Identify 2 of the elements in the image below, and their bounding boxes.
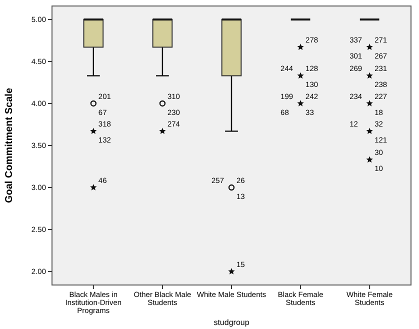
y-axis-title: Goal Commitment Scale [4,88,15,204]
x-axis-title: studgroup [214,318,250,327]
